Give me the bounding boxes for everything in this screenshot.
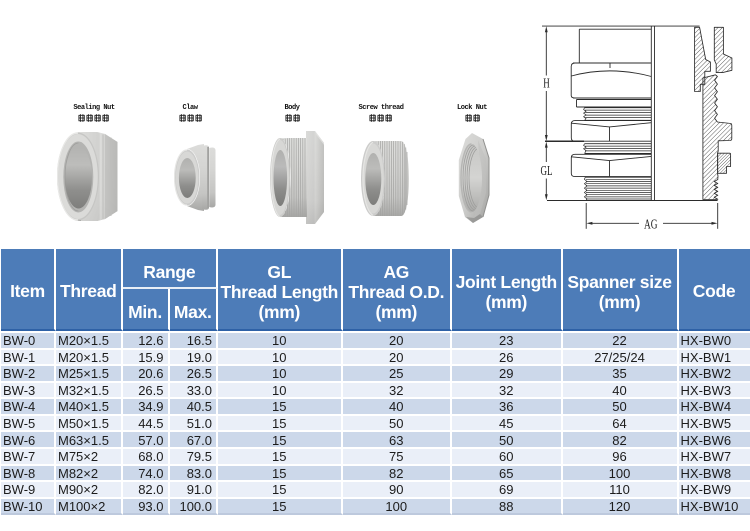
svg-text:GL: GL (541, 164, 553, 179)
svg-text:AG: AG (644, 217, 658, 232)
svg-text:H: H (543, 77, 550, 92)
